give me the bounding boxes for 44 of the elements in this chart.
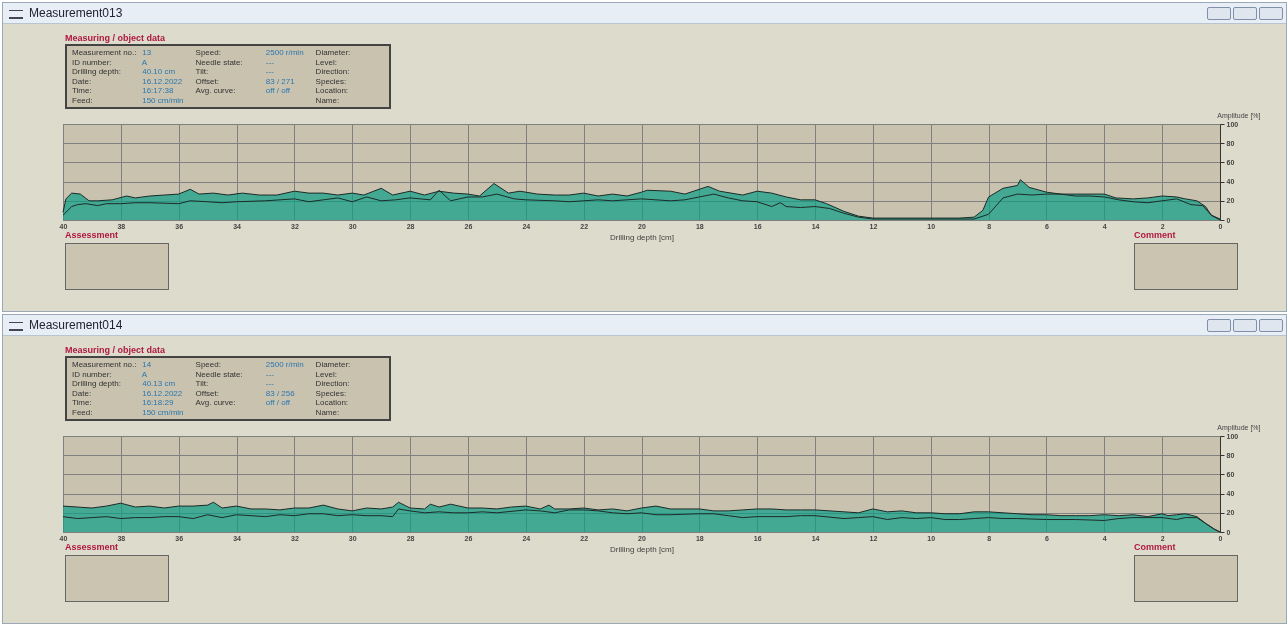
x-axis-title: Drilling depth [cm] bbox=[609, 232, 675, 242]
text: Avg. curve: off / off bbox=[195, 398, 290, 407]
text: Assessment bbox=[65, 230, 119, 240]
text: Species: bbox=[315, 76, 348, 86]
text: Name: bbox=[315, 95, 341, 105]
text: Speed: 2500 r/min bbox=[195, 48, 304, 57]
text: Measuring / object data bbox=[65, 345, 167, 355]
text: Comment bbox=[1134, 542, 1176, 552]
text: Drilling depth: 40.10 cm bbox=[72, 67, 176, 76]
text: Drilling depth: 40.13 cm bbox=[72, 379, 176, 388]
text: Location: bbox=[315, 398, 350, 408]
text: Measurement no.: 13 bbox=[72, 48, 152, 58]
text: Needle state: --- bbox=[195, 369, 274, 379]
text: Offset: 83 / 271 bbox=[195, 76, 295, 86]
text: Direction: bbox=[315, 67, 351, 77]
text: ID number: A bbox=[72, 57, 148, 67]
text: Comment bbox=[1134, 230, 1176, 240]
text: Diameter: bbox=[315, 360, 352, 370]
text: Measuring / object data bbox=[65, 33, 167, 43]
text: Measurement no.: 14 bbox=[72, 360, 152, 370]
text: Level: bbox=[315, 369, 338, 379]
chart-title: Measurement013 bbox=[3, 3, 1286, 24]
text: Location: bbox=[315, 86, 350, 96]
text: Needle state: --- bbox=[195, 57, 274, 67]
text: Feed: 150 cm/min bbox=[72, 407, 184, 417]
text: Date: 16.12.2022 bbox=[72, 388, 183, 398]
text: Avg. curve: off / off bbox=[195, 86, 290, 95]
text: Offset: 83 / 256 bbox=[195, 388, 295, 398]
text: Tilt: --- bbox=[195, 67, 274, 76]
text: Speed: 2500 r/min bbox=[195, 360, 304, 369]
text: Time: 16:17:38 bbox=[72, 86, 174, 95]
text: ID number: A bbox=[72, 369, 148, 379]
text: Direction: bbox=[315, 379, 351, 389]
text: Diameter: bbox=[315, 48, 352, 58]
text: Date: 16.12.2022 bbox=[72, 76, 183, 86]
x-axis-title: Drilling depth [cm] bbox=[609, 544, 675, 554]
text: Tilt: --- bbox=[195, 379, 274, 388]
chart-title: Measurement014 bbox=[3, 315, 1286, 336]
text: Level: bbox=[315, 57, 338, 67]
text: Assessment bbox=[65, 542, 119, 552]
text: Species: bbox=[315, 388, 348, 398]
text: Feed: 150 cm/min bbox=[72, 95, 184, 105]
text: Time: 16:18:29 bbox=[72, 398, 174, 407]
text: Name: bbox=[315, 407, 341, 417]
